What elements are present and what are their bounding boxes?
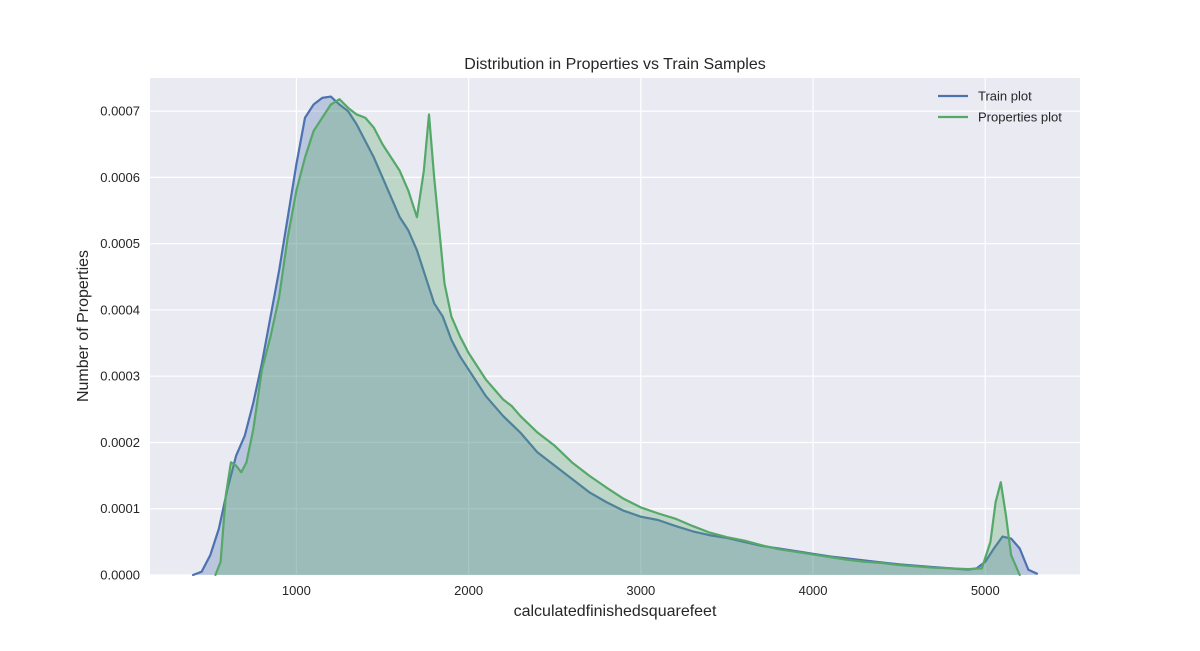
legend-label: Properties plot bbox=[978, 110, 1062, 125]
chart-title: Distribution in Properties vs Train Samp… bbox=[464, 56, 765, 73]
grid-lines bbox=[150, 78, 1080, 576]
y-tick-label: 0.0001 bbox=[100, 501, 140, 516]
legend: Train plot Properties plot bbox=[938, 89, 1062, 125]
x-tick-label: 1000 bbox=[282, 583, 311, 598]
y-tick-label: 0.0005 bbox=[100, 236, 140, 251]
legend-label: Train plot bbox=[978, 89, 1032, 104]
x-tick-label: 4000 bbox=[799, 583, 828, 598]
series-line-2 bbox=[214, 98, 1021, 577]
y-tick-label: 0.0007 bbox=[100, 104, 140, 119]
y-tick-label: 0.0004 bbox=[100, 302, 140, 317]
x-axis-label: calculatedfinishedsquarefeet bbox=[514, 603, 717, 620]
series-area-1 bbox=[193, 96, 1037, 576]
y-tick-label: 0.0002 bbox=[100, 435, 140, 450]
y-tick-label: 0.0003 bbox=[100, 369, 140, 384]
series-layer bbox=[191, 95, 1039, 577]
x-tick-label: 3000 bbox=[626, 583, 655, 598]
y-tick-label: 0.0006 bbox=[100, 170, 140, 185]
y-axis-label: Number of Properties bbox=[75, 250, 92, 402]
y-tick-label: 0.0000 bbox=[100, 568, 140, 583]
x-tick-label: 2000 bbox=[454, 583, 483, 598]
x-tick-label: 5000 bbox=[971, 583, 1000, 598]
tick-labels: 1000 2000 3000 4000 5000 0.0000 0.0001 0.0002 0.… bbox=[100, 104, 1000, 598]
